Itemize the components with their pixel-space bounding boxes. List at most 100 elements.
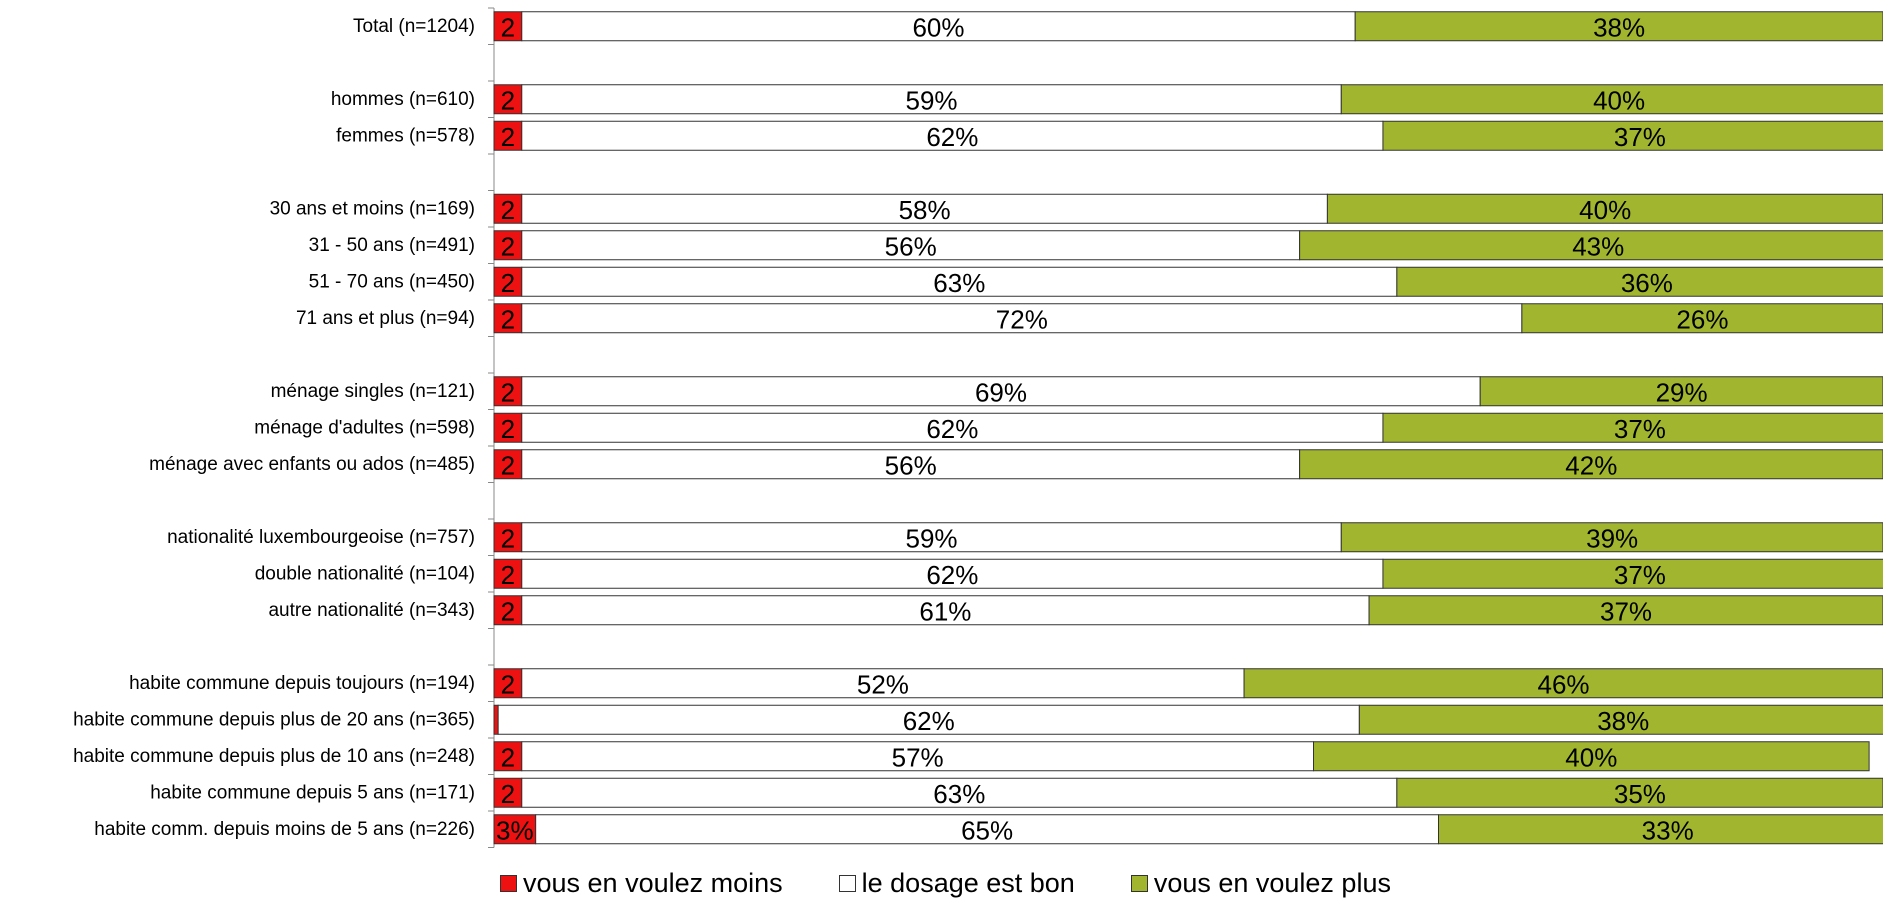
category-label-hommes-n-610: hommes (n=610) [331,89,475,110]
bar-moins-habite-commune-depuis-5-ans-n-171 [493,777,523,808]
data-label-moins-total-n-1204: 2 [501,12,515,42]
bar-plus-total-n-1204 [1354,11,1883,42]
bar-bon-hommes-n-610 [521,84,1342,115]
segment-labels: 2 60% 38% 2 59% 40% 2 62% 37% 2 58% 40% 2 56% 43% 2 63% 3… [496,12,1728,845]
data-label-plus-femmes-n-578: 37% [1614,122,1666,152]
bar-bon-menage-singles-n-121 [521,376,1481,407]
data-label-bon-nationalite-luxembourgeoise-n-757: 59% [906,523,958,553]
data-label-bon-total-n-1204: 60% [912,12,964,42]
bar-moins-30-ans-et-moins-n-169 [493,193,523,224]
data-label-bon-30-ans-et-moins-n-169: 58% [899,195,951,225]
legend-label-bon: le dosage est bon [861,867,1075,898]
legend-item-moins: vous en voulez moins [500,868,783,899]
bar-plus-habite-commune-depuis-toujours-n-194 [1243,668,1883,699]
data-label-moins-habite-comm-depuis-moins-de-5-ans-n-226: 3% [496,815,534,845]
data-label-moins-habite-commune-depuis-toujours-n-194: 2 [501,669,515,699]
data-label-moins-femmes-n-578: 2 [501,122,515,152]
bar-plus-hommes-n-610 [1340,84,1883,115]
category-label-autre-nationalite-n-343: autre nationalité (n=343) [268,600,475,621]
bar-plus-31-50-ans-n-491 [1299,230,1883,261]
data-label-bon-autre-nationalite-n-343: 61% [919,596,971,626]
category-label-menage-singles-n-121: ménage singles (n=121) [271,381,475,402]
category-label-double-nationalite-n-104: double nationalité (n=104) [255,563,475,584]
bar-bon-71-ans-et-plus-n-94 [521,303,1523,334]
data-label-plus-habite-commune-depuis-plus-de-20-ans-n-365: 38% [1597,706,1649,736]
bar-moins-menage-avec-enfants-ou-ados-n-485 [493,449,523,480]
category-label-femmes-n-578: femmes (n=578) [336,125,475,146]
bar-moins-femmes-n-578 [493,120,523,151]
data-label-bon-femmes-n-578: 62% [926,122,978,152]
bar-plus-habite-commune-depuis-5-ans-n-171 [1396,777,1883,808]
bar-moins-total-n-1204 [493,11,523,42]
bar-moins-nationalite-luxembourgeoise-n-757 [493,522,523,553]
category-label-menage-d-adultes-n-598: ménage d'adultes (n=598) [254,417,475,438]
data-label-plus-51-70-ans-n-450: 36% [1621,268,1673,298]
data-label-plus-habite-commune-depuis-toujours-n-194: 46% [1538,669,1590,699]
legend: vous en voulez moins le dosage est bon v… [500,866,1447,900]
bar-plus-autre-nationalite-n-343 [1368,595,1883,626]
legend-swatch-bon [838,874,856,892]
data-label-plus-30-ans-et-moins-n-169: 40% [1579,195,1631,225]
data-label-plus-31-50-ans-n-491: 43% [1572,231,1624,261]
data-label-bon-habite-comm-depuis-moins-de-5-ans-n-226: 65% [961,815,1013,845]
bar-plus-habite-commune-depuis-plus-de-20-ans-n-365 [1358,704,1883,735]
bar-moins-autre-nationalite-n-343 [493,595,523,626]
data-label-moins-habite-commune-depuis-plus-de-10-ans-n-248: 2 [501,742,515,772]
category-label-habite-commune-depuis-toujours-n-194: habite commune depuis toujours (n=194) [129,673,475,694]
data-label-bon-habite-commune-depuis-toujours-n-194: 52% [857,669,909,699]
bar-bon-habite-commune-depuis-plus-de-20-ans-n-365 [497,704,1360,735]
bar-moins-habite-commune-depuis-plus-de-20-ans-n-365 [493,704,499,735]
bar-bon-double-nationalite-n-104 [521,558,1384,589]
bar-plus-30-ans-et-moins-n-169 [1326,193,1883,224]
bar-plus-51-70-ans-n-450 [1396,266,1883,297]
data-label-bon-31-50-ans-n-491: 56% [885,231,937,261]
data-label-moins-menage-d-adultes-n-598: 2 [501,414,515,444]
bar-bon-habite-commune-depuis-toujours-n-194 [521,668,1245,699]
bar-plus-menage-singles-n-121 [1479,376,1883,407]
bar-moins-menage-singles-n-121 [493,376,523,407]
data-label-moins-31-50-ans-n-491: 2 [501,231,515,261]
data-label-moins-double-nationalite-n-104: 2 [501,560,515,590]
category-label-51-70-ans-n-450: 51 - 70 ans (n=450) [309,271,475,292]
category-label-habite-comm-depuis-moins-de-5-ans-n-226: habite comm. depuis moins de 5 ans (n=22… [94,819,475,840]
data-label-moins-autre-nationalite-n-343: 2 [501,596,515,626]
category-label-total-n-1204: Total (n=1204) [353,16,475,37]
bar-bon-menage-d-adultes-n-598 [521,412,1384,443]
data-label-plus-71-ans-et-plus-n-94: 26% [1676,304,1728,334]
data-label-moins-hommes-n-610: 2 [501,85,515,115]
data-label-moins-menage-singles-n-121: 2 [501,377,515,407]
bar-bon-51-70-ans-n-450 [521,266,1398,297]
stacked-bar-chart: Total (n=1204) hommes (n=610) femmes (n=57… [73,7,1883,848]
category-label-nationalite-luxembourgeoise-n-757: nationalité luxembourgeoise (n=757) [167,527,475,548]
data-label-plus-double-nationalite-n-104: 37% [1614,560,1666,590]
category-label-30-ans-et-moins-n-169: 30 ans et moins (n=169) [270,198,475,219]
data-label-bon-menage-d-adultes-n-598: 62% [926,414,978,444]
data-label-bon-71-ans-et-plus-n-94: 72% [996,304,1048,334]
data-label-plus-habite-commune-depuis-plus-de-10-ans-n-248: 40% [1565,742,1617,772]
category-label-habite-commune-depuis-5-ans-n-171: habite commune depuis 5 ans (n=171) [150,782,475,803]
bar-plus-nationalite-luxembourgeoise-n-757 [1340,522,1883,553]
bar-plus-habite-comm-depuis-moins-de-5-ans-n-226 [1438,814,1883,845]
bar-moins-menage-d-adultes-n-598 [493,412,523,443]
data-label-plus-habite-commune-depuis-5-ans-n-171: 35% [1614,779,1666,809]
bar-plus-menage-avec-enfants-ou-ados-n-485 [1299,449,1883,480]
category-axis [488,7,495,848]
data-label-bon-menage-singles-n-121: 69% [975,377,1027,407]
bar-bon-autre-nationalite-n-343 [521,595,1370,626]
data-label-plus-menage-singles-n-121: 29% [1656,377,1708,407]
bars [493,11,1883,845]
category-labels: Total (n=1204) hommes (n=610) femmes (n=57… [73,16,475,840]
data-label-bon-habite-commune-depuis-plus-de-10-ans-n-248: 57% [892,742,944,772]
data-label-moins-71-ans-et-plus-n-94: 2 [501,304,515,334]
bar-bon-total-n-1204 [521,11,1356,42]
data-label-moins-30-ans-et-moins-n-169: 2 [501,195,515,225]
legend-swatch-moins [500,874,517,892]
data-label-moins-habite-commune-depuis-5-ans-n-171: 2 [501,779,515,809]
data-label-bon-menage-avec-enfants-ou-ados-n-485: 56% [885,450,937,480]
bar-bon-30-ans-et-moins-n-169 [521,193,1328,224]
legend-item-plus: vous en voulez plus [1130,868,1391,899]
data-label-plus-habite-comm-depuis-moins-de-5-ans-n-226: 33% [1642,815,1694,845]
data-label-plus-total-n-1204: 38% [1593,12,1645,42]
data-label-bon-double-nationalite-n-104: 62% [926,560,978,590]
data-label-plus-menage-avec-enfants-ou-ados-n-485: 42% [1565,450,1617,480]
